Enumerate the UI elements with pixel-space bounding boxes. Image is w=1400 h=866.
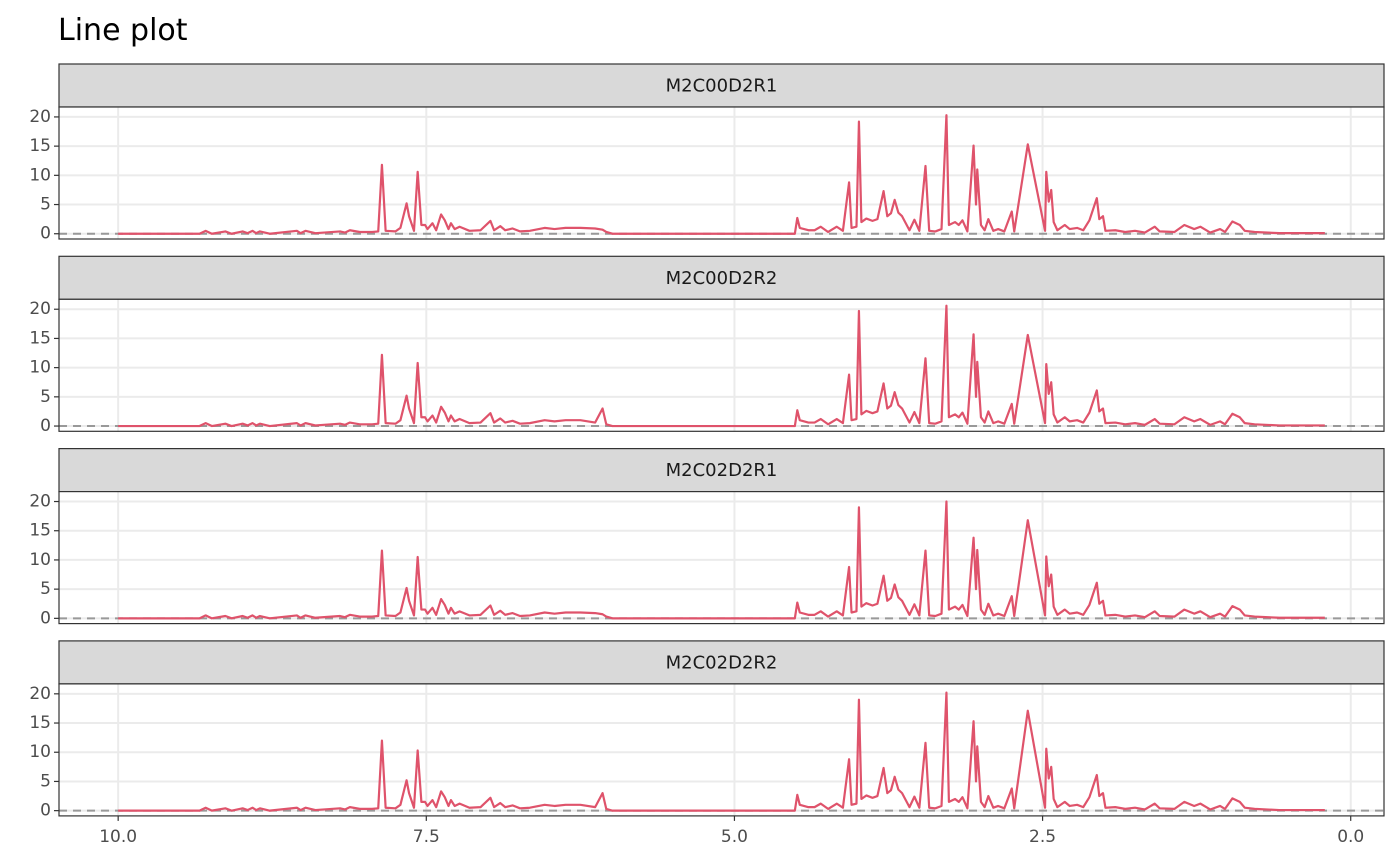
x-tick-label: 10.0: [99, 827, 137, 847]
panel-background: [59, 299, 1384, 432]
y-tick-label: 15: [29, 136, 51, 156]
y-tick-label: 10: [29, 358, 51, 378]
y-tick-label: 5: [40, 579, 51, 599]
data-line: [118, 304, 1325, 428]
panel-border: [58, 298, 1385, 432]
y-tick-label: 0: [40, 608, 51, 628]
panel-border: [58, 683, 1385, 817]
panel-border: [58, 491, 1385, 625]
facet-label: M2C00D2R2: [666, 268, 778, 289]
x-tick-label: 7.5: [413, 827, 440, 847]
strip-background: [58, 448, 1385, 493]
y-tick-label: 15: [29, 521, 51, 541]
y-tick-label: 10: [29, 742, 51, 762]
y-tick-label: 5: [40, 771, 51, 791]
y-tick-label: 5: [40, 195, 51, 215]
facet-label: M2C00D2R1: [666, 76, 778, 97]
y-tick-label: 10: [29, 550, 51, 570]
y-tick-label: 20: [29, 299, 51, 319]
facet-label: M2C02D2R1: [666, 460, 778, 481]
y-tick-label: 0: [40, 801, 51, 821]
panel-background: [59, 683, 1384, 816]
y-tick-label: 15: [29, 713, 51, 733]
x-tick-label: 2.5: [1029, 827, 1056, 847]
panel-background: [59, 107, 1384, 239]
facet-label: M2C02D2R2: [666, 652, 778, 673]
y-tick-label: 20: [29, 107, 51, 127]
panel-border: [58, 106, 1385, 240]
panel-background: [59, 491, 1384, 624]
x-tick-label: 0.0: [1337, 827, 1364, 847]
y-tick-label: 15: [29, 328, 51, 348]
strip-background: [58, 63, 1385, 108]
data-line: [118, 114, 1325, 235]
y-tick-label: 0: [40, 224, 51, 244]
x-tick-label: 5.0: [721, 827, 748, 847]
data-line: [118, 691, 1325, 812]
y-tick-label: 5: [40, 387, 51, 407]
y-tick-label: 0: [40, 416, 51, 436]
y-tick-label: 20: [29, 492, 51, 512]
data-line: [118, 500, 1325, 620]
chart-title: Line plot: [58, 13, 188, 48]
y-tick-label: 10: [29, 165, 51, 185]
y-tick-label: 20: [29, 684, 51, 704]
